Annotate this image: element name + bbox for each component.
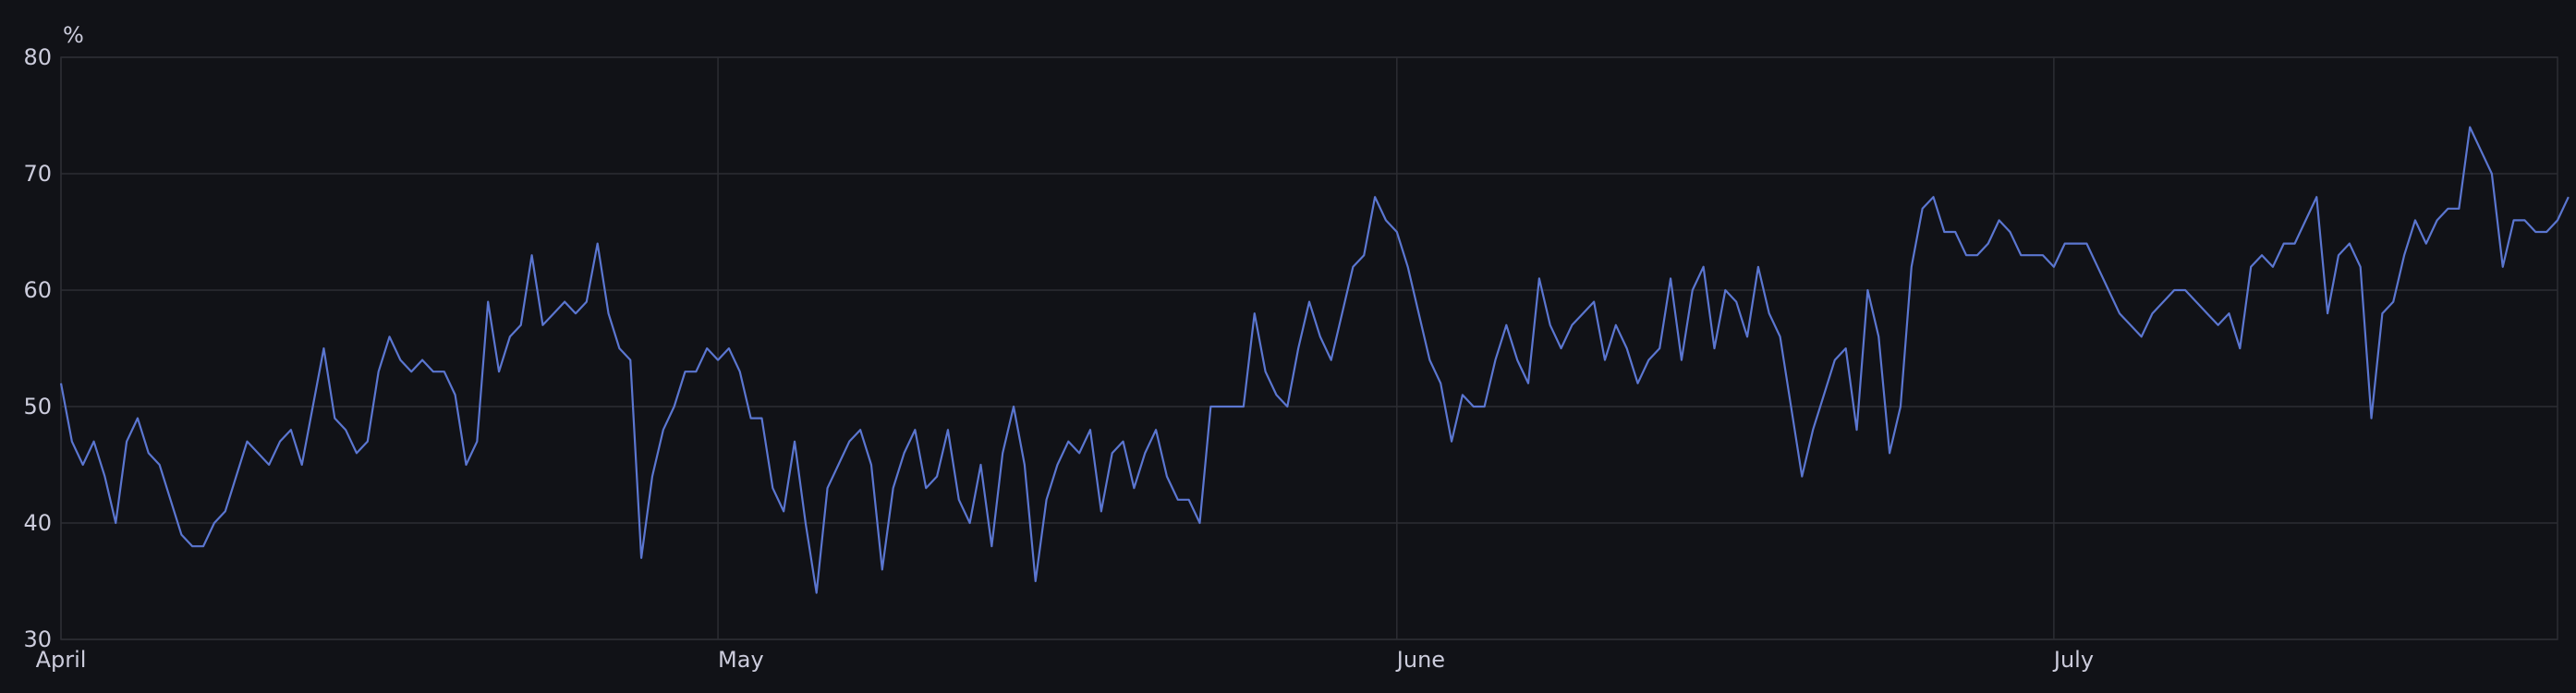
y-tick-label: 40 <box>23 510 52 536</box>
plot-frame <box>60 56 2558 640</box>
x-tick-label: June <box>1395 647 1445 673</box>
x-tick-label: April <box>36 647 87 673</box>
y-tick-label: 30 <box>23 626 52 652</box>
x-tick-label: July <box>2052 647 2094 673</box>
y-tick-label: 80 <box>23 44 52 70</box>
y-tick-label: 60 <box>23 277 52 303</box>
y-axis-unit: % <box>63 22 84 48</box>
x-tick-label: May <box>718 647 764 673</box>
y-tick-label: 70 <box>23 161 52 187</box>
y-tick-label: 50 <box>23 394 52 419</box>
data-line <box>59 126 2570 594</box>
